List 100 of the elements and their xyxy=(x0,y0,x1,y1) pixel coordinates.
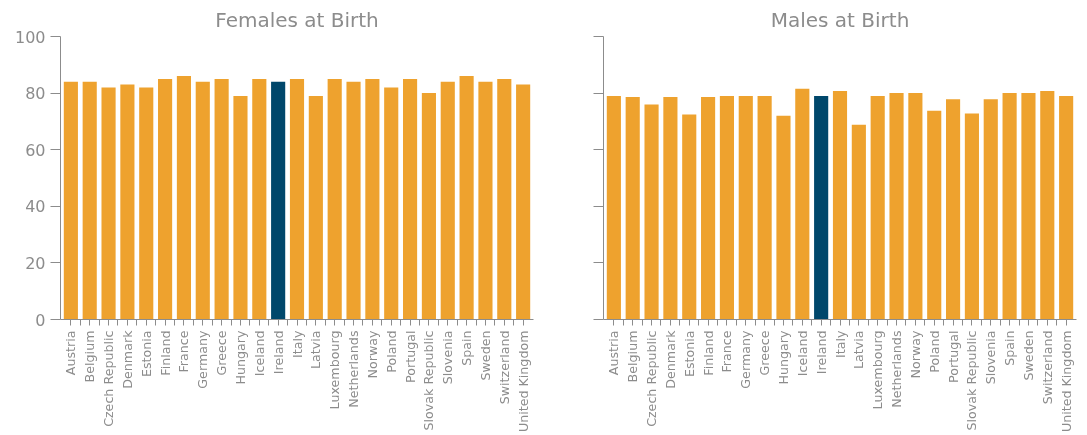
bar xyxy=(701,97,716,320)
bar xyxy=(625,97,640,320)
bar xyxy=(346,81,361,320)
y-tick-label: 60 xyxy=(25,140,46,160)
bar xyxy=(851,124,866,320)
bar xyxy=(459,76,474,320)
x-tick-label: Luxembourg xyxy=(327,330,343,410)
x-tick-label: Norway xyxy=(907,329,923,379)
bar xyxy=(82,81,97,320)
x-tick-label: Italy xyxy=(832,329,848,358)
bar xyxy=(440,81,455,320)
x-tick-label: Poland xyxy=(383,330,399,373)
bar xyxy=(964,113,979,320)
x-tick-label: Norway xyxy=(364,329,380,379)
bar xyxy=(757,95,772,320)
bar xyxy=(120,84,135,320)
x-tick-label: Germany xyxy=(738,329,754,389)
x-tick-label: Sweden xyxy=(1020,330,1036,381)
x-tick-label: Slovak Republic xyxy=(964,330,980,431)
x-tick-label: Denmark xyxy=(119,329,135,389)
bar xyxy=(384,87,399,320)
bar xyxy=(195,81,210,320)
bar xyxy=(927,110,942,320)
bar xyxy=(795,88,810,320)
bar xyxy=(682,114,697,320)
x-tick-label: Estonia xyxy=(138,330,154,378)
bar xyxy=(233,95,248,320)
bar xyxy=(644,104,659,320)
x-tick-label: Netherlands xyxy=(889,330,905,408)
bar xyxy=(176,76,191,320)
bar xyxy=(308,95,323,320)
y-tick-label: 20 xyxy=(25,253,46,273)
x-tick-label: United Kingdom xyxy=(515,330,531,433)
bar xyxy=(421,93,436,320)
x-tick-label: France xyxy=(176,330,192,373)
bar xyxy=(327,78,342,320)
x-tick-label: Spain xyxy=(459,330,475,366)
bar xyxy=(889,93,904,320)
bar xyxy=(719,95,734,320)
x-tick-label: Slovenia xyxy=(983,330,999,385)
bar xyxy=(738,95,753,320)
x-tick-label: Belgium xyxy=(82,330,98,383)
x-tick-label: Hungary xyxy=(775,329,791,385)
x-tick-label: Hungary xyxy=(232,329,248,385)
x-tick-label: Iceland xyxy=(251,330,267,377)
bar xyxy=(271,81,286,320)
x-tick-label: Portugal xyxy=(945,330,961,383)
x-tick-label: Finland xyxy=(157,330,173,376)
x-tick-label: Luxembourg xyxy=(870,330,886,410)
bar xyxy=(1059,95,1074,320)
x-tick-label: Latvia xyxy=(308,330,324,370)
bar xyxy=(606,95,621,320)
bar xyxy=(663,97,678,320)
x-tick-label: Austria xyxy=(63,330,79,376)
x-tick-label: Ireland xyxy=(813,330,829,375)
bar xyxy=(1021,93,1036,320)
bar xyxy=(497,78,512,320)
x-tick-label: Czech Republic xyxy=(644,330,660,427)
x-tick-label: Ireland xyxy=(270,330,286,375)
x-tick-label: Latvia xyxy=(851,330,867,370)
bar xyxy=(1002,93,1017,320)
bar xyxy=(983,99,998,320)
x-tick-label: France xyxy=(719,330,735,373)
bar xyxy=(252,78,267,320)
bar xyxy=(814,95,829,320)
bar xyxy=(158,78,173,320)
bar xyxy=(478,81,493,320)
bar xyxy=(365,78,380,320)
x-tick-label: Finland xyxy=(700,330,716,376)
x-tick-label: Netherlands xyxy=(346,330,362,408)
bar xyxy=(63,81,78,320)
x-tick-label: Germany xyxy=(195,329,211,389)
x-tick-label: Slovak Republic xyxy=(421,330,437,431)
x-tick-label: Switzerland xyxy=(496,330,512,405)
bar xyxy=(832,91,848,320)
x-tick-label: Sweden xyxy=(477,330,493,381)
x-tick-label: Switzerland xyxy=(1039,330,1055,405)
y-tick-label: 100 xyxy=(14,27,46,47)
bar xyxy=(946,99,961,320)
x-tick-label: Denmark xyxy=(662,329,678,389)
x-tick-label: Estonia xyxy=(681,330,697,378)
bar xyxy=(101,87,116,320)
bar xyxy=(776,115,791,320)
x-tick-label: Spain xyxy=(1002,330,1018,366)
y-tick-label: 40 xyxy=(25,197,46,217)
bar xyxy=(139,87,154,320)
bar xyxy=(1040,91,1055,320)
x-tick-label: Slovenia xyxy=(440,330,456,385)
x-tick-label: Belgium xyxy=(625,330,641,383)
x-tick-label: Poland xyxy=(926,330,942,373)
y-tick-label: 0 xyxy=(35,310,46,330)
bar xyxy=(908,93,923,320)
chart-title: Males at Birth xyxy=(770,7,910,32)
x-tick-label: Greece xyxy=(214,330,230,376)
chart-title: Females at Birth xyxy=(215,7,379,32)
x-tick-label: Greece xyxy=(757,330,773,376)
y-tick-label: 80 xyxy=(25,84,46,104)
x-tick-label: Portugal xyxy=(402,330,418,383)
bar xyxy=(516,84,531,320)
x-tick-label: Czech Republic xyxy=(101,330,117,427)
